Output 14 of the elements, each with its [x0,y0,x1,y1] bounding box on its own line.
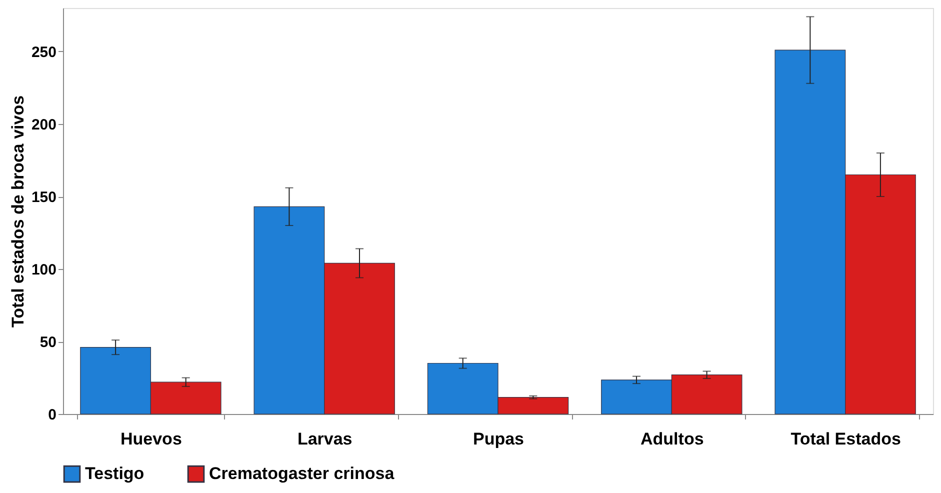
y-axis-title: Total estados de broca vivos [8,95,28,328]
x-tick-label: Adultos [640,430,704,448]
legend-label: Testigo [85,464,144,484]
x-tick-label: Pupas [472,430,524,448]
y-tick-label: 250 [31,44,56,61]
x-tick-label: Total Estados [790,430,901,448]
y-tick-label: 50 [40,334,56,351]
y-tick-label: 200 [31,116,56,134]
y-tick-label: 150 [31,189,56,206]
y-tick-label: 100 [31,262,56,278]
legend-label: Crematogaster crinosa [209,464,395,484]
x-tick-label: Larvas [297,430,352,448]
x-tick-label: Huevos [120,430,182,448]
y-tick-label: 0 [48,406,56,424]
